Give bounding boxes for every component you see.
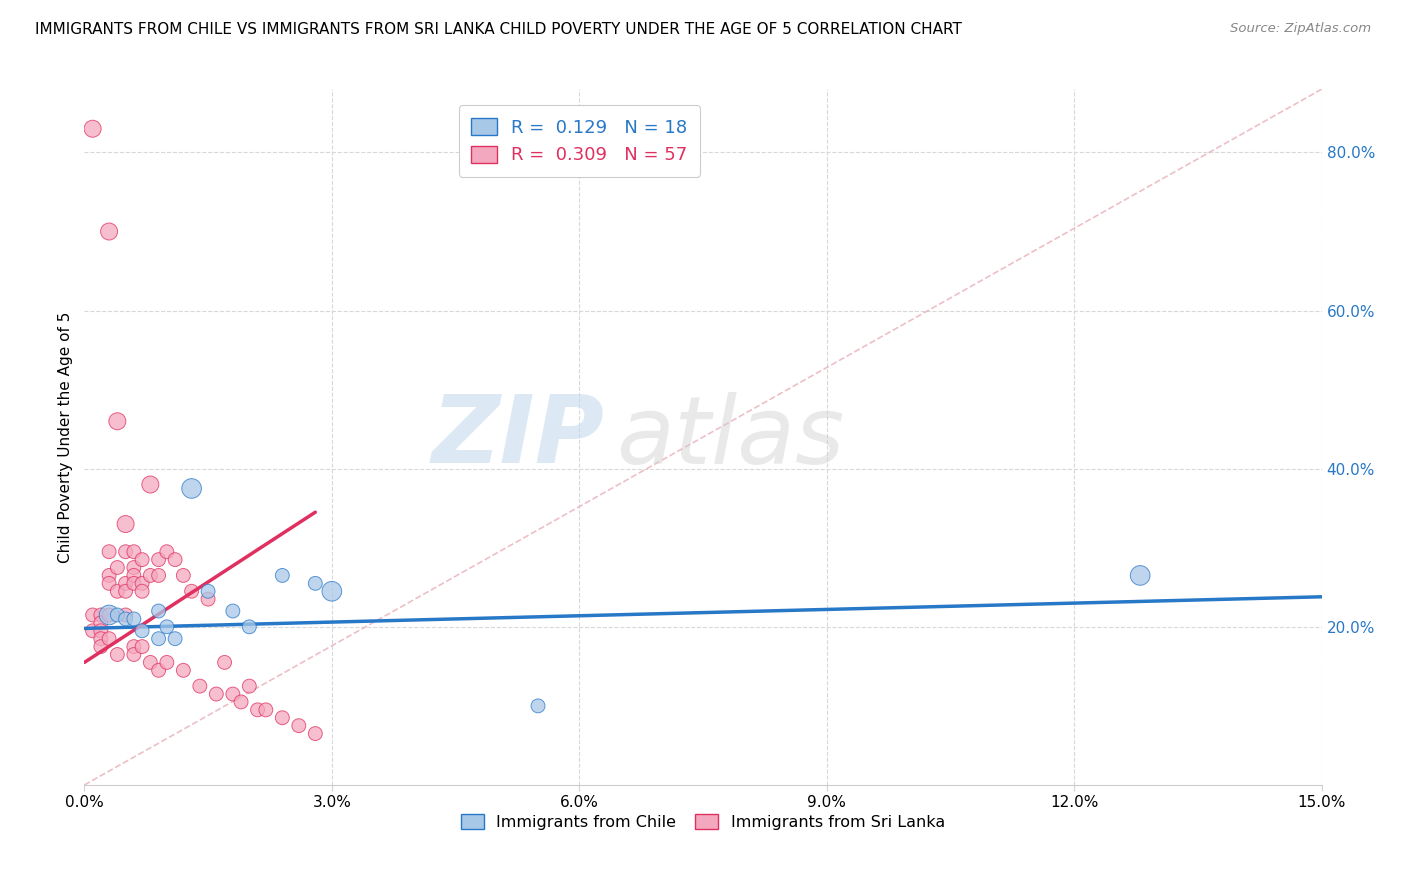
Point [98, 607, 121, 622]
Point [114, 576, 136, 591]
Point [122, 568, 145, 582]
Point [114, 607, 136, 622]
Point [98, 632, 121, 646]
Point [139, 477, 162, 491]
Point [321, 584, 343, 599]
Point [180, 482, 202, 496]
Point [288, 719, 311, 733]
Point [148, 632, 170, 646]
Point [131, 624, 153, 638]
Point [131, 576, 153, 591]
Point [180, 584, 202, 599]
Point [98, 568, 121, 582]
Point [131, 584, 153, 599]
Point [197, 584, 219, 599]
Point [165, 552, 187, 566]
Point [82, 624, 104, 638]
Point [214, 656, 236, 670]
Point [105, 560, 128, 574]
Point [98, 545, 121, 559]
Point [304, 726, 326, 740]
Point [246, 703, 269, 717]
Point [229, 695, 252, 709]
Point [156, 656, 179, 670]
Point [122, 612, 145, 626]
Point [238, 679, 260, 693]
Point [90, 640, 112, 654]
Point [122, 640, 145, 654]
Point [197, 592, 219, 607]
Point [254, 703, 277, 717]
Point [188, 679, 211, 693]
Point [156, 545, 179, 559]
Legend: Immigrants from Chile, Immigrants from Sri Lanka: Immigrants from Chile, Immigrants from S… [451, 805, 955, 839]
Point [105, 607, 128, 622]
Point [271, 568, 294, 582]
Point [114, 612, 136, 626]
Y-axis label: Child Poverty Under the Age of 5: Child Poverty Under the Age of 5 [58, 311, 73, 563]
Point [90, 632, 112, 646]
Point [304, 576, 326, 591]
Point [114, 545, 136, 559]
Point [90, 624, 112, 638]
Point [1129, 568, 1152, 582]
Text: IMMIGRANTS FROM CHILE VS IMMIGRANTS FROM SRI LANKA CHILD POVERTY UNDER THE AGE O: IMMIGRANTS FROM CHILE VS IMMIGRANTS FROM… [35, 22, 962, 37]
Point [222, 687, 245, 701]
Point [105, 648, 128, 662]
Point [165, 632, 187, 646]
Point [114, 584, 136, 599]
Text: Source: ZipAtlas.com: Source: ZipAtlas.com [1230, 22, 1371, 36]
Point [98, 225, 121, 239]
Point [105, 414, 128, 428]
Point [98, 576, 121, 591]
Point [82, 607, 104, 622]
Point [527, 698, 550, 713]
Point [238, 620, 260, 634]
Point [122, 576, 145, 591]
Text: ZIP: ZIP [432, 391, 605, 483]
Point [139, 656, 162, 670]
Point [82, 121, 104, 136]
Point [271, 711, 294, 725]
Point [122, 560, 145, 574]
Point [139, 568, 162, 582]
Point [98, 607, 121, 622]
Point [172, 663, 194, 677]
Text: atlas: atlas [616, 392, 845, 483]
Point [90, 607, 112, 622]
Point [131, 640, 153, 654]
Point [172, 568, 194, 582]
Point [156, 620, 179, 634]
Point [105, 584, 128, 599]
Point [222, 604, 245, 618]
Point [122, 545, 145, 559]
Point [122, 648, 145, 662]
Point [148, 663, 170, 677]
Point [148, 604, 170, 618]
Point [148, 568, 170, 582]
Point [131, 552, 153, 566]
Point [148, 552, 170, 566]
Point [90, 615, 112, 630]
Point [205, 687, 228, 701]
Point [114, 516, 136, 531]
